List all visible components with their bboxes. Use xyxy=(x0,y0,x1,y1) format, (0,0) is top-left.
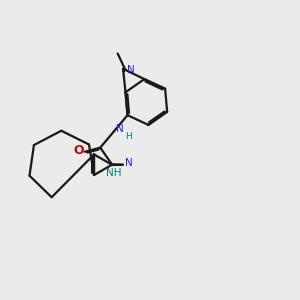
Text: O: O xyxy=(73,144,84,157)
Text: N: N xyxy=(116,124,124,134)
Text: N: N xyxy=(127,65,134,75)
Text: NH: NH xyxy=(106,168,122,178)
Text: N: N xyxy=(125,158,133,168)
Text: H: H xyxy=(124,132,131,141)
